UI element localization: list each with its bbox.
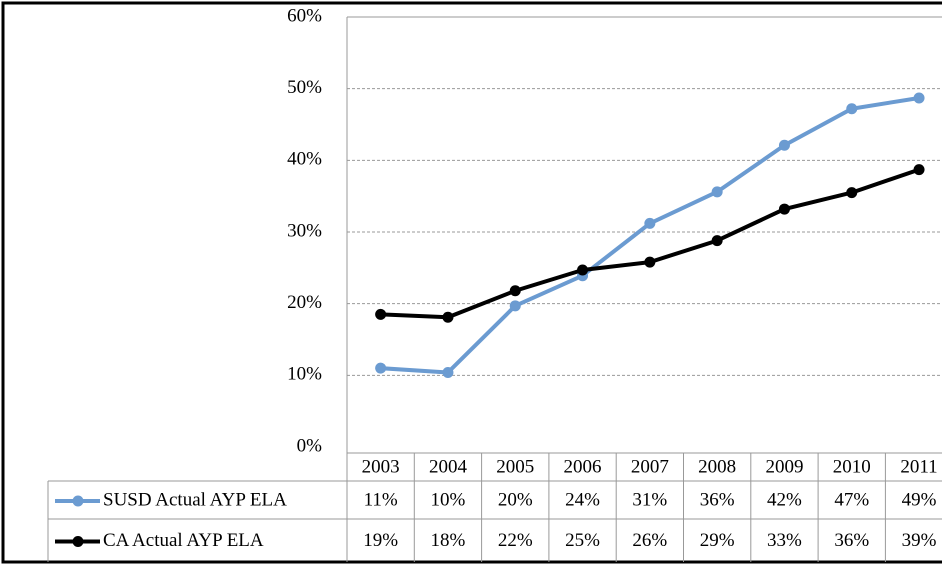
x-tick-label: 2008 (698, 456, 736, 477)
point (375, 308, 387, 320)
legend-label: SUSD Actual AYP ELA (103, 489, 287, 510)
legend-label: CA Actual AYP ELA (103, 530, 264, 551)
data-label: 29% (700, 530, 735, 551)
data-label: 25% (565, 530, 600, 551)
x-tick-label: 2011 (900, 456, 937, 477)
point (644, 217, 656, 229)
data-label: 39% (902, 530, 937, 551)
x-tick-label: 2003 (362, 456, 400, 477)
y-tick-label: 10% (287, 364, 322, 385)
data-label: 20% (498, 489, 533, 510)
point (509, 300, 521, 312)
data-label: 19% (363, 530, 398, 551)
point (846, 187, 858, 199)
y-tick-label: 50% (287, 77, 322, 98)
point (913, 92, 925, 104)
data-label: 36% (834, 530, 869, 551)
point (711, 235, 723, 247)
x-tick-label: 2007 (631, 456, 669, 477)
legend-marker (72, 495, 84, 507)
data-label: 18% (431, 530, 466, 551)
y-tick-label: 60% (287, 5, 322, 26)
data-label: 10% (431, 489, 466, 510)
x-tick-label: 2010 (833, 456, 871, 477)
data-label: 11% (364, 489, 398, 510)
point (778, 203, 790, 215)
y-tick-label: 40% (287, 149, 322, 170)
point (442, 366, 454, 378)
y-tick-label: 0% (297, 435, 323, 456)
point (442, 311, 454, 323)
point (644, 256, 656, 268)
data-label: 49% (902, 489, 937, 510)
data-label: 36% (700, 489, 735, 510)
y-tick-label: 20% (287, 292, 322, 313)
x-tick-label: 2006 (564, 456, 602, 477)
point (577, 264, 589, 276)
data-label: 22% (498, 530, 533, 551)
point (778, 139, 790, 151)
data-label: 26% (632, 530, 667, 551)
x-tick-label: 2005 (496, 456, 534, 477)
data-label: 24% (565, 489, 600, 510)
point (509, 285, 521, 297)
x-tick-label: 2004 (429, 456, 468, 477)
data-label: 31% (632, 489, 667, 510)
data-label: 47% (834, 489, 869, 510)
x-tick-label: 2009 (765, 456, 803, 477)
point (846, 103, 858, 115)
point (913, 164, 925, 176)
data-label: 42% (767, 489, 802, 510)
legend-marker (72, 536, 84, 547)
point (375, 362, 387, 374)
y-tick-label: 30% (287, 220, 322, 241)
data-label: 33% (767, 530, 802, 551)
point (711, 186, 723, 198)
